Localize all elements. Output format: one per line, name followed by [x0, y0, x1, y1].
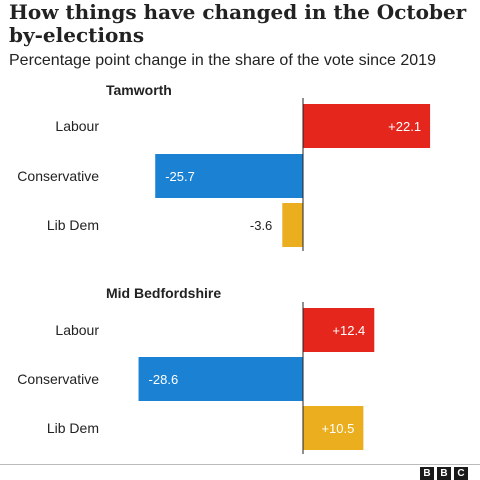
- chart-title: How things have changed in the October b…: [9, 0, 467, 47]
- value-label: +22.1: [388, 119, 421, 134]
- value-label: +10.5: [321, 421, 354, 436]
- category-label: Conservative: [17, 371, 99, 387]
- bar-lib-dem: [303, 406, 364, 450]
- category-label: Labour: [55, 322, 99, 338]
- category-label: Labour: [55, 118, 99, 134]
- value-label: +12.4: [332, 323, 365, 338]
- bbc-logo-letter: B: [420, 467, 434, 480]
- bar-labour: [303, 308, 375, 352]
- bbc-logo-letter: C: [454, 467, 468, 480]
- bar-labour: [303, 104, 431, 148]
- value-label: -25.7: [165, 169, 195, 184]
- category-label: Lib Dem: [47, 420, 99, 436]
- bar-conservative: [138, 357, 303, 401]
- bbc-logo: B B C: [420, 467, 468, 480]
- value-label: -3.6: [250, 218, 272, 233]
- category-label: Conservative: [17, 168, 99, 184]
- bbc-logo-letter: B: [437, 467, 451, 480]
- chart-subtitle: Percentage point change in the share of …: [9, 52, 436, 69]
- value-label: -28.6: [149, 372, 179, 387]
- panel-title: Mid Bedfordshire: [106, 285, 221, 301]
- bar-conservative: [155, 154, 303, 198]
- panel-title: Tamworth: [106, 82, 172, 98]
- bar-lib-dem: [282, 203, 303, 247]
- footer-divider: [0, 464, 480, 465]
- category-label: Lib Dem: [47, 217, 99, 233]
